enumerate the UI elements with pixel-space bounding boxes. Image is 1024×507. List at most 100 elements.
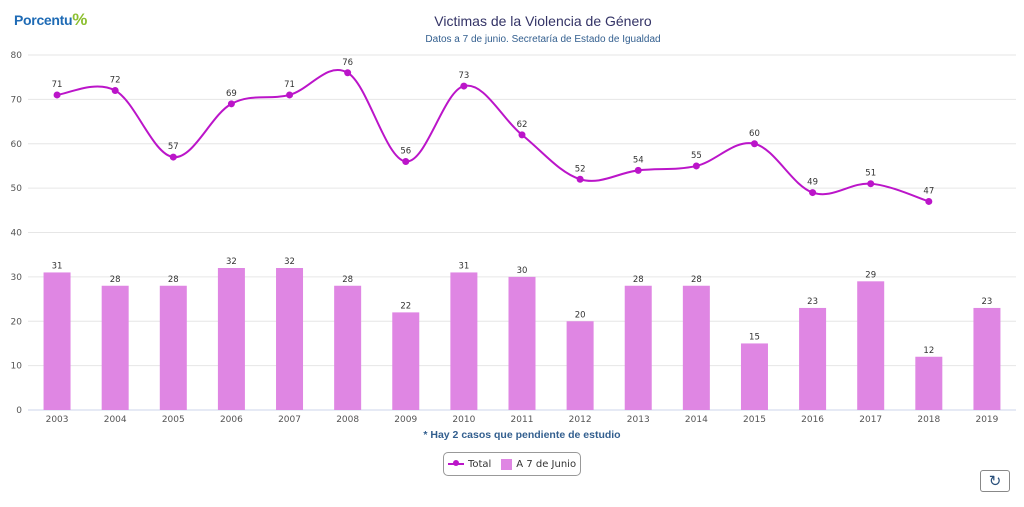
chart-note: * Hay 2 casos que pendiente de estudio: [423, 429, 620, 441]
chart-subtitle: Datos a 7 de junio. Secretaría de Estado…: [425, 34, 660, 45]
line-point: [227, 100, 235, 108]
line-data-label: 51: [865, 169, 876, 179]
bar: [624, 285, 652, 410]
legend: Total A 7 de Junio: [443, 452, 581, 476]
bar: [217, 268, 245, 410]
bar-data-label: 30: [517, 266, 528, 276]
bar: [508, 276, 536, 410]
line-point: [518, 131, 526, 139]
y-tick-label: 80: [11, 51, 23, 61]
y-tick-label: 0: [16, 406, 22, 416]
total-line: [56, 69, 930, 203]
porcentu-logo: Porcentu%: [14, 10, 88, 29]
x-tick-label: 2015: [743, 415, 766, 425]
y-tick-label: 40: [11, 229, 23, 239]
bar-data-label: 23: [807, 297, 818, 307]
line-point: [925, 197, 933, 205]
legend-line-marker: [447, 460, 464, 466]
y-tick-label: 70: [11, 95, 23, 105]
bar-data-label: 31: [458, 261, 469, 271]
bar-data-label: 12: [923, 346, 934, 356]
bar-data-label: 15: [749, 332, 760, 342]
bar: [334, 285, 362, 410]
legend-item-junio[interactable]: A 7 de Junio: [501, 458, 577, 470]
bar: [101, 285, 129, 410]
legend-label-junio: A 7 de Junio: [516, 458, 577, 470]
refresh-icon: ↻: [988, 473, 1002, 490]
x-tick-label: 2018: [917, 415, 940, 425]
chart-title: Victimas de la Violencia de Género: [434, 13, 652, 29]
line-point: [634, 166, 642, 174]
line-data-label: 69: [226, 89, 237, 99]
x-tick-label: 2017: [859, 415, 882, 425]
line-data-label: 71: [52, 80, 63, 90]
bar: [799, 307, 827, 410]
line-point: [867, 180, 875, 188]
line-point: [692, 162, 700, 170]
line-series: 71 72 57 69 71 76 56 73 62 52 54 55 60 49 51 47: [52, 58, 934, 205]
bar: [857, 281, 885, 410]
bar-data-label: 28: [110, 275, 121, 285]
bar-data-label: 23: [982, 297, 993, 307]
bar-data-label: 29: [865, 270, 876, 280]
bar: [566, 321, 594, 410]
line-data-label: 52: [575, 164, 586, 174]
bar: [392, 312, 420, 410]
line-data-label: 57: [168, 142, 179, 152]
bar: [915, 356, 943, 410]
bar: [276, 268, 304, 410]
bar-data-label: 28: [342, 275, 353, 285]
line-data-label: 49: [807, 178, 818, 188]
bar-data-label: 32: [226, 257, 237, 267]
y-tick-label: 10: [11, 362, 23, 372]
bar-data-label: 31: [52, 261, 63, 271]
line-point: [402, 158, 410, 165]
line-data-label: 56: [400, 147, 411, 157]
line-data-label: 73: [458, 71, 469, 81]
x-tick-label: 2005: [162, 415, 185, 425]
y-tick-label: 50: [11, 184, 23, 194]
bar-data-label: 22: [400, 301, 411, 311]
legend-item-total[interactable]: Total: [447, 458, 492, 470]
line-data-label: 54: [633, 155, 644, 165]
x-tick-label: 2014: [685, 415, 708, 425]
line-data-label: 60: [749, 129, 760, 139]
line-point: [460, 82, 468, 90]
bar: [740, 343, 768, 410]
x-axis: 2003 2004 2005 2006 2007 2008 2009 2010 2011 2012…: [46, 415, 999, 425]
bar-data-label: 28: [168, 275, 179, 285]
bar: [43, 272, 71, 410]
x-tick-label: 2010: [452, 415, 475, 425]
x-tick-label: 2009: [394, 415, 417, 425]
line-data-label: 76: [342, 58, 353, 68]
y-tick-label: 20: [11, 317, 23, 327]
line-point: [286, 91, 294, 99]
line-data-label: 62: [517, 120, 528, 130]
bar: [682, 285, 710, 410]
bar: [159, 285, 187, 410]
x-tick-label: 2006: [220, 415, 243, 425]
x-tick-label: 2016: [801, 415, 824, 425]
y-tick-label: 30: [11, 273, 23, 283]
x-tick-label: 2008: [336, 415, 359, 425]
line-point: [576, 175, 584, 183]
bar-data-label: 32: [284, 257, 295, 267]
line-data-label: 47: [923, 186, 934, 196]
bar-series: 31 28 28 32 32 28 22 31 30 20 28 28 15 23 29 12 23: [43, 257, 1001, 410]
bar-data-label: 20: [575, 310, 586, 320]
x-tick-label: 2011: [511, 415, 534, 425]
x-tick-label: 2013: [627, 415, 650, 425]
line-point: [169, 153, 177, 161]
line-point: [53, 91, 61, 99]
line-point: [809, 189, 817, 197]
line-data-label: 71: [284, 80, 295, 90]
refresh-button[interactable]: ↻: [980, 470, 1010, 492]
x-tick-label: 2019: [975, 415, 998, 425]
bar-data-label: 28: [633, 275, 644, 285]
x-tick-label: 2004: [104, 415, 127, 425]
line-point: [344, 69, 352, 77]
line-data-label: 55: [691, 151, 702, 161]
legend-label-total: Total: [467, 458, 492, 470]
y-tick-label: 60: [11, 140, 23, 150]
